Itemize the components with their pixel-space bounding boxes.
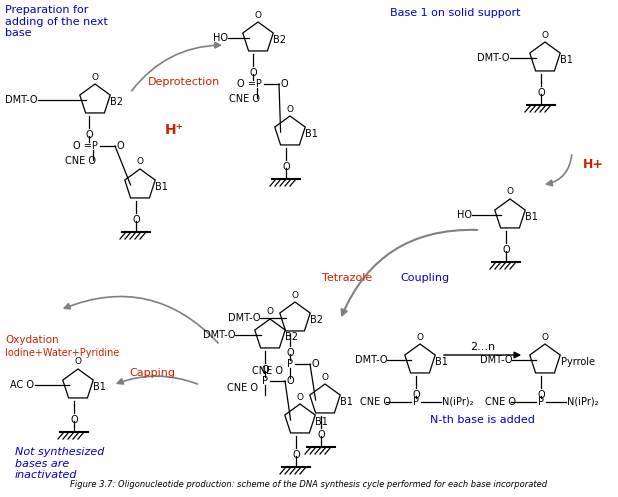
Text: DMT-O: DMT-O: [5, 95, 38, 105]
Text: O: O: [70, 415, 78, 425]
Text: O: O: [541, 30, 549, 39]
Text: P: P: [262, 376, 268, 386]
Text: O: O: [286, 348, 294, 358]
Text: Base 1 on solid support: Base 1 on solid support: [390, 8, 520, 18]
Text: H⁺: H⁺: [165, 123, 184, 137]
Text: CNE O: CNE O: [65, 156, 96, 166]
Text: O: O: [75, 357, 82, 366]
Text: O: O: [137, 158, 143, 166]
Text: O: O: [282, 162, 290, 172]
Text: DMT-O: DMT-O: [477, 53, 509, 63]
Text: N-th base is added: N-th base is added: [430, 415, 535, 425]
Text: O: O: [507, 187, 514, 196]
Text: O =P: O =P: [73, 141, 98, 151]
Text: O: O: [266, 308, 274, 317]
Text: Capping: Capping: [129, 368, 175, 378]
Text: Deprotection: Deprotection: [148, 77, 220, 87]
Text: N(iPr)₂: N(iPr)₂: [442, 397, 473, 407]
Text: CNE O: CNE O: [227, 383, 258, 393]
Text: O: O: [321, 372, 329, 382]
Text: Oxydation: Oxydation: [5, 335, 59, 345]
Text: P: P: [287, 359, 293, 369]
Text: O: O: [541, 332, 549, 341]
Text: B2: B2: [285, 331, 298, 341]
Text: B1: B1: [315, 416, 328, 426]
Text: O: O: [317, 430, 325, 440]
Text: DMT-O: DMT-O: [480, 355, 512, 365]
Text: O: O: [292, 450, 300, 460]
Text: O: O: [417, 332, 423, 341]
Text: B1: B1: [560, 55, 572, 65]
Text: O: O: [537, 88, 545, 98]
Text: B1: B1: [93, 382, 106, 392]
Text: CNE O: CNE O: [485, 397, 516, 407]
Text: O: O: [280, 79, 287, 89]
Text: B1: B1: [340, 397, 352, 407]
Text: N(iPr)₂: N(iPr)₂: [567, 397, 598, 407]
Text: O: O: [286, 376, 294, 386]
Text: DMT-O: DMT-O: [203, 330, 235, 340]
Text: CNE O: CNE O: [252, 366, 283, 376]
Text: 2...n: 2...n: [470, 342, 495, 352]
Text: AC O: AC O: [10, 380, 34, 390]
Text: P: P: [413, 397, 419, 407]
Text: Preparation for
adding of the next
base: Preparation for adding of the next base: [5, 5, 108, 38]
Text: Iodine+Water+Pyridine: Iodine+Water+Pyridine: [5, 348, 119, 358]
Text: DMT-O: DMT-O: [228, 313, 261, 323]
Text: B2: B2: [310, 315, 323, 325]
Text: Coupling: Coupling: [400, 273, 449, 283]
Text: DMT-O: DMT-O: [355, 355, 387, 365]
Text: P: P: [538, 397, 544, 407]
Text: O: O: [292, 291, 298, 300]
Text: B1: B1: [305, 129, 318, 139]
Text: O: O: [297, 393, 303, 402]
Text: Figure 3.7: Oligonucleotide production: scheme of the DNA synthesis cycle perfor: Figure 3.7: Oligonucleotide production: …: [70, 480, 548, 489]
Text: O: O: [261, 365, 269, 375]
Text: O: O: [412, 390, 420, 400]
Text: O: O: [287, 104, 294, 113]
Text: H+: H+: [583, 159, 604, 171]
Text: O: O: [249, 68, 257, 78]
Text: O: O: [116, 141, 124, 151]
Text: O: O: [91, 73, 98, 82]
Text: Tetrazole: Tetrazole: [322, 273, 372, 283]
Text: O =P: O =P: [237, 79, 262, 89]
Text: O: O: [311, 359, 319, 369]
Text: B2: B2: [109, 96, 122, 106]
Text: HO: HO: [213, 33, 228, 43]
Text: Pyrrole: Pyrrole: [561, 357, 595, 367]
Text: O: O: [132, 215, 140, 225]
Text: O: O: [255, 10, 261, 19]
Text: O: O: [502, 245, 510, 255]
Text: O: O: [85, 130, 93, 140]
Text: CNE O: CNE O: [229, 94, 260, 104]
Text: HO: HO: [457, 210, 472, 220]
Text: B1: B1: [434, 357, 447, 367]
Text: Not synthesized
bases are
inactivated: Not synthesized bases are inactivated: [15, 447, 104, 480]
Text: B1: B1: [525, 212, 538, 222]
Text: CNE O: CNE O: [360, 397, 391, 407]
Text: O: O: [537, 390, 545, 400]
Text: B1: B1: [154, 181, 167, 192]
Text: B2: B2: [273, 35, 286, 45]
